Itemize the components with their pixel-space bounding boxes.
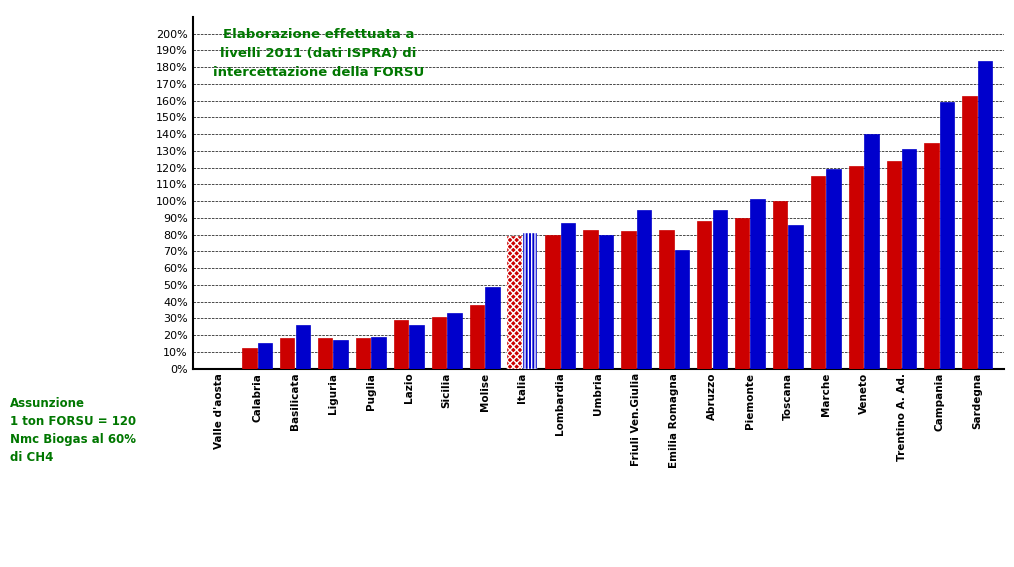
Text: Assunzione
1 ton FORSU = 120
Nmc Biogas al 60%
di CH4: Assunzione 1 ton FORSU = 120 Nmc Biogas … — [10, 397, 136, 464]
Bar — [637, 210, 651, 369]
Bar — [902, 149, 917, 369]
Bar — [826, 170, 841, 369]
Bar — [849, 166, 863, 369]
Bar — [258, 344, 272, 369]
Bar — [750, 200, 765, 369]
Bar — [735, 218, 749, 369]
Bar — [242, 349, 257, 369]
Bar — [713, 210, 727, 369]
Bar — [864, 134, 878, 369]
Bar — [773, 201, 787, 369]
Bar — [469, 305, 484, 369]
Bar — [280, 338, 294, 369]
Bar — [811, 176, 825, 369]
Bar — [622, 231, 636, 369]
Bar — [507, 236, 522, 369]
Bar — [546, 235, 560, 369]
Bar — [432, 316, 446, 369]
Bar — [940, 103, 954, 369]
Bar — [659, 230, 673, 369]
Bar — [697, 221, 712, 369]
Bar — [447, 314, 461, 369]
Bar — [410, 325, 424, 369]
Bar — [523, 233, 537, 369]
Bar — [599, 235, 613, 369]
Bar — [318, 338, 333, 369]
Bar — [485, 286, 500, 369]
Bar — [977, 61, 993, 369]
Bar — [788, 225, 803, 369]
Bar — [583, 230, 597, 369]
Bar — [962, 96, 976, 369]
Bar — [334, 340, 348, 369]
Bar — [371, 337, 385, 369]
Bar — [356, 338, 370, 369]
Text: Elaborazione effettuata a
livelli 2011 (dati ISPRA) di
intercettazione della FOR: Elaborazione effettuata a livelli 2011 (… — [213, 28, 424, 79]
Bar — [674, 249, 690, 369]
Bar — [886, 161, 901, 369]
Bar — [561, 223, 575, 369]
Bar — [393, 320, 409, 369]
Bar — [925, 142, 939, 369]
Bar — [295, 325, 310, 369]
